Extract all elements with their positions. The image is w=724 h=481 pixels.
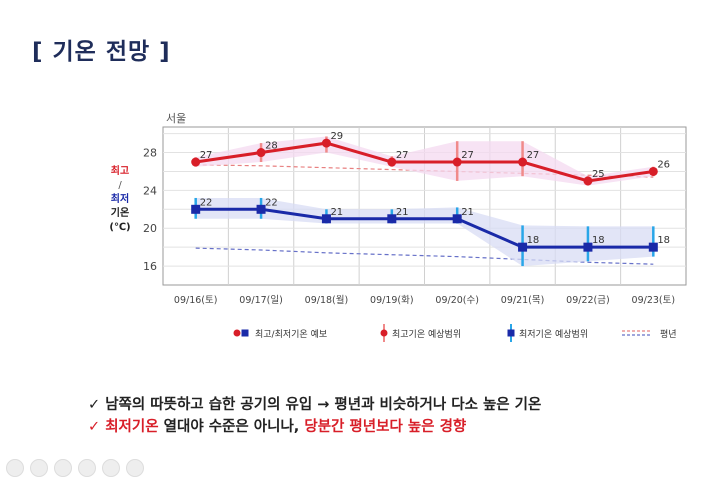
value-label: 22 <box>200 197 213 208</box>
y-label-temp: 기온 <box>110 208 130 219</box>
value-label: 27 <box>396 150 409 161</box>
legend-label: 최저기온 예상범위 <box>519 329 588 340</box>
x-tick-label: 09/18(월) <box>305 294 349 306</box>
legend-low-marker <box>241 329 249 337</box>
summary-bullets: ✓ 남쪽의 따뜻하고 습한 공기의 유입 → 평년과 비슷하거나 다소 높은 기… <box>88 394 541 438</box>
value-label: 29 <box>330 131 343 142</box>
low-point <box>191 204 201 214</box>
high-point <box>191 157 201 167</box>
axis-labels: 16 20 24 28 09/16(토) 09/17(일) 09/18(월) 09/19(화)… <box>143 147 675 306</box>
y-label-unit: (℃) <box>109 222 131 233</box>
value-label: 25 <box>592 169 605 180</box>
high-point <box>648 166 658 176</box>
nav-dot[interactable] <box>30 459 48 477</box>
high-point <box>256 148 266 158</box>
x-tick-label: 09/20(수) <box>435 295 479 306</box>
y-tick-label: 16 <box>143 260 157 273</box>
high-point <box>321 138 331 148</box>
low-point <box>452 214 462 224</box>
legend-high-range-marker <box>380 329 388 337</box>
low-point <box>387 214 397 224</box>
y-tick-label: 20 <box>143 222 157 235</box>
check-icon: ✓ <box>88 419 101 435</box>
y-tick-label: 28 <box>143 147 157 160</box>
legend-high-marker <box>233 329 241 337</box>
x-tick-label: 09/19(화) <box>370 295 414 306</box>
high-point <box>518 157 528 167</box>
value-labels: 27 28 29 27 27 27 25 26 22 22 21 21 21 18 18 18 <box>200 131 670 246</box>
high-point <box>583 176 593 186</box>
value-label: 28 <box>265 141 278 152</box>
y-tick-label: 24 <box>143 184 157 197</box>
value-label: 18 <box>592 235 605 246</box>
high-point <box>452 157 462 167</box>
high-point <box>387 157 397 167</box>
low-point <box>518 242 528 252</box>
value-label: 21 <box>396 207 409 218</box>
x-tick-label: 09/23(토) <box>632 295 676 306</box>
bullet-item: ✓ 최저기온 열대야 수준은 아니나, 당분간 평년보다 높은 경향 <box>88 416 541 438</box>
value-label: 21 <box>330 207 343 218</box>
chart-legend: 최고/최저기온 예보 최고기온 예상범위 최저기온 예상범위 평년 <box>233 324 677 342</box>
value-label: 22 <box>265 197 278 208</box>
forecast-lines <box>191 138 658 252</box>
chart-title: 서울 <box>166 112 186 125</box>
bullet-item: ✓ 남쪽의 따뜻하고 습한 공기의 유입 → 평년과 비슷하거나 다소 높은 기… <box>88 394 541 416</box>
temperature-chart: 27 28 29 27 27 27 25 26 22 22 21 21 21 18 18 18 16 20 24 2… <box>143 112 687 342</box>
value-label: 27 <box>461 150 474 161</box>
bullet-text: 남쪽의 따뜻하고 습한 공기의 유입 → 평년과 비슷하거나 다소 높은 기온 <box>105 397 542 413</box>
value-label: 27 <box>527 150 540 161</box>
nav-dot[interactable] <box>102 459 120 477</box>
nav-dot[interactable] <box>78 459 96 477</box>
check-icon: ✓ <box>88 397 101 413</box>
low-point <box>648 242 658 252</box>
legend-label: 최고/최저기온 예보 <box>255 329 327 340</box>
value-label: 27 <box>200 150 213 161</box>
high-line <box>195 141 654 183</box>
low-point <box>256 204 266 214</box>
low-line <box>195 207 654 249</box>
legend-low-range-marker <box>507 329 515 337</box>
value-label: 18 <box>657 235 670 246</box>
legend-label: 평년 <box>660 329 677 340</box>
x-tick-label: 09/22(금) <box>566 295 610 306</box>
y-axis-label: 최고 / 최저 기온 (℃) <box>103 165 137 235</box>
bullet-highlight: 당분간 평년보다 높은 경향 <box>304 419 467 435</box>
y-label-slash: / <box>118 180 122 191</box>
nav-dot[interactable] <box>126 459 144 477</box>
slide-nav-dots <box>0 459 144 481</box>
x-tick-label: 09/17(일) <box>239 295 283 306</box>
bullet-highlight: 최저기온 <box>105 419 159 435</box>
y-label-low: 최저 <box>110 194 130 205</box>
value-label: 21 <box>461 207 474 218</box>
value-label: 26 <box>657 159 670 170</box>
low-point <box>583 242 593 252</box>
y-label-high: 최고 <box>110 166 130 177</box>
bullet-text: 열대야 수준은 아니나, <box>158 419 305 435</box>
slide-title: [ 기온 전망 ] <box>32 39 171 65</box>
nav-dot[interactable] <box>54 459 72 477</box>
legend-label: 최고기온 예상범위 <box>392 329 461 340</box>
x-tick-label: 09/21(목) <box>501 295 545 306</box>
value-label: 18 <box>527 235 540 246</box>
x-tick-label: 09/16(토) <box>174 295 218 306</box>
low-point <box>321 214 331 224</box>
nav-dot[interactable] <box>6 459 24 477</box>
